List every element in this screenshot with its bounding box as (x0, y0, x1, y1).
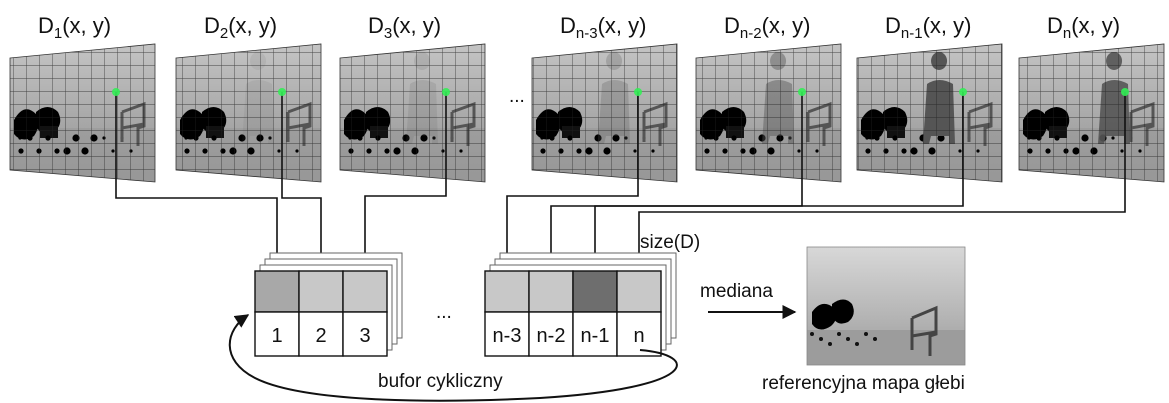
buffer-cell: n-2 (528, 270, 574, 357)
buffer-cell-index: n-1 (581, 325, 610, 347)
tracked-pixel (442, 88, 450, 96)
buffer-cell-index: n (633, 325, 644, 347)
depth-frame (695, 43, 842, 183)
tracked-pixel (112, 88, 120, 96)
buffer-cell-index: 2 (315, 325, 326, 347)
circular-buffer-left: 1 2 3 (254, 252, 403, 357)
buffer-label: bufor cykliczny (378, 371, 503, 392)
frame-labels: D1(x, y) D2(x, y) D3(x, y) Dn-3(x, y) Dn-2(x… (38, 13, 1120, 42)
buffer-cell: 1 (254, 270, 300, 357)
buffer-cell-index: 1 (271, 325, 282, 347)
buffer-ellipsis: ... (436, 302, 452, 323)
reference-depth-map (806, 246, 966, 366)
buffer-cell: n-1 (572, 270, 618, 357)
buffer-cell: 2 (298, 270, 344, 357)
frame-label: D3(x, y) (368, 13, 441, 42)
depth-frame (531, 43, 678, 183)
median-label: mediana (700, 281, 773, 302)
frame-arrow (501, 176, 639, 271)
circular-buffer-right: n-3 n-2 n-1 n (484, 252, 677, 357)
size-label: size(D) (640, 232, 700, 253)
depth-frames (9, 43, 1165, 183)
depth-frame (9, 43, 156, 183)
tracked-pixel (959, 88, 967, 96)
frame-label: Dn-3(x, y) (560, 13, 646, 42)
buffer-cell: n-3 (484, 270, 530, 357)
depth-frame (1018, 43, 1165, 183)
frame-arrow (359, 176, 447, 271)
frame-arrow (115, 176, 283, 271)
tracked-pixel (1121, 88, 1129, 96)
result-label: referencyjna mapa głebi (762, 373, 965, 394)
frames-ellipsis: ... (509, 86, 525, 107)
buffer-cell-index: n-2 (537, 325, 566, 347)
frame-label: Dn-1(x, y) (885, 13, 971, 42)
depth-frame (856, 43, 1003, 183)
frame-label: D2(x, y) (204, 13, 277, 42)
buffer-cell: 3 (342, 270, 388, 357)
frame-arrow (281, 176, 327, 271)
frame-arrow (589, 176, 964, 271)
buffer-cell: n (616, 270, 662, 357)
frame-label: Dn-2(x, y) (724, 13, 810, 42)
frame-arrow (633, 176, 1126, 271)
depth-frame (339, 43, 486, 183)
frame-to-buffer-arrows (115, 176, 1126, 271)
buffer-cell-index: n-3 (493, 325, 522, 347)
frame-label: Dn(x, y) (1047, 13, 1120, 42)
frame-label: D1(x, y) (38, 13, 111, 42)
tracked-pixel (634, 88, 642, 96)
depth-frame (175, 43, 322, 183)
buffer-cell-index: 3 (359, 325, 370, 347)
tracked-pixel (278, 88, 286, 96)
tracked-pixel (798, 88, 806, 96)
cyclic-loop-arrow (228, 314, 678, 402)
